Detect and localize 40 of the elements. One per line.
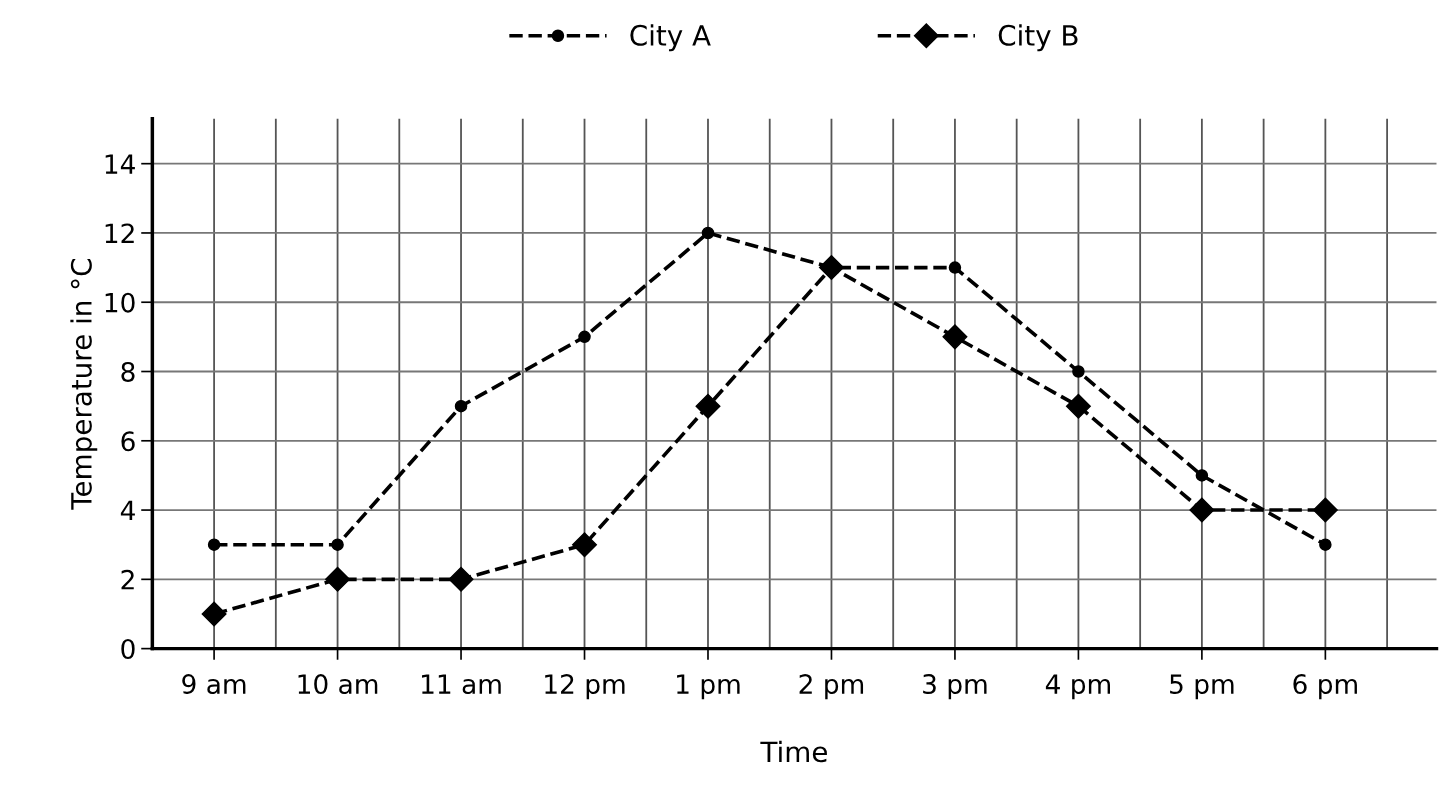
point [1195,469,1209,482]
x-tick-label: 2 pm [799,674,864,700]
point [325,566,351,592]
point [448,566,474,592]
y-axis-title: Temperature in °C [70,259,98,510]
point [572,532,597,558]
x-tick-label: 4 pm [1045,674,1110,700]
y-tick-label: 4 [120,500,135,521]
x-tick-label: 9 am [182,674,246,695]
point [331,538,344,551]
point [942,324,968,350]
x-tick-label: 11 am [422,674,501,695]
x-tick-label: 10 am [298,674,378,695]
point [948,261,962,274]
y-tick-label: 12 [105,223,134,243]
point [1189,497,1215,523]
point [1312,497,1338,523]
point [207,538,221,551]
x-tick-label: 12 pm [545,674,625,700]
x-tick-label: 3 pm [923,674,987,700]
x-tick-label: 1 pm [677,674,740,700]
legend-label: City A [630,24,711,52]
point [454,399,468,413]
point [578,330,591,344]
point [1072,365,1085,378]
point [1319,538,1332,551]
x-tick-label: 5 pm [1170,674,1234,700]
y-tick-label: 2 [121,569,134,590]
x-axis-title: Time [760,740,827,763]
point [201,601,227,627]
y-tick-label: 8 [121,361,135,382]
y-tick-label: 6 [121,431,135,452]
legend-label: City B [998,24,1078,52]
y-tick-label: 14 [105,154,135,174]
x-tick-label: 6 pm [1293,674,1357,700]
point [701,226,715,240]
point [695,393,721,419]
y-tick-label: 0 [121,639,135,660]
y-tick-label: 10 [105,292,135,313]
point [1065,393,1091,419]
